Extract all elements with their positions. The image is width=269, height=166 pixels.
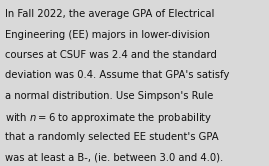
Text: a normal distribution. Use Simpson's Rule: a normal distribution. Use Simpson's Rul… [5, 91, 213, 101]
Text: courses at CSUF was 2.4 and the standard: courses at CSUF was 2.4 and the standard [5, 50, 217, 60]
Text: that a randomly selected EE student's GPA: that a randomly selected EE student's GP… [5, 132, 218, 142]
Text: Engineering (EE) majors in lower-division: Engineering (EE) majors in lower-divisio… [5, 30, 210, 40]
Text: deviation was 0.4. Assume that GPA's satisfy: deviation was 0.4. Assume that GPA's sat… [5, 70, 229, 80]
Text: with $n = 6$ to approximate the probability: with $n = 6$ to approximate the probabil… [5, 111, 212, 125]
Text: In Fall 2022, the average GPA of Electrical: In Fall 2022, the average GPA of Electri… [5, 9, 214, 19]
Text: was at least a B-, (ie. between 3.0 and 4.0).: was at least a B-, (ie. between 3.0 and … [5, 152, 223, 162]
